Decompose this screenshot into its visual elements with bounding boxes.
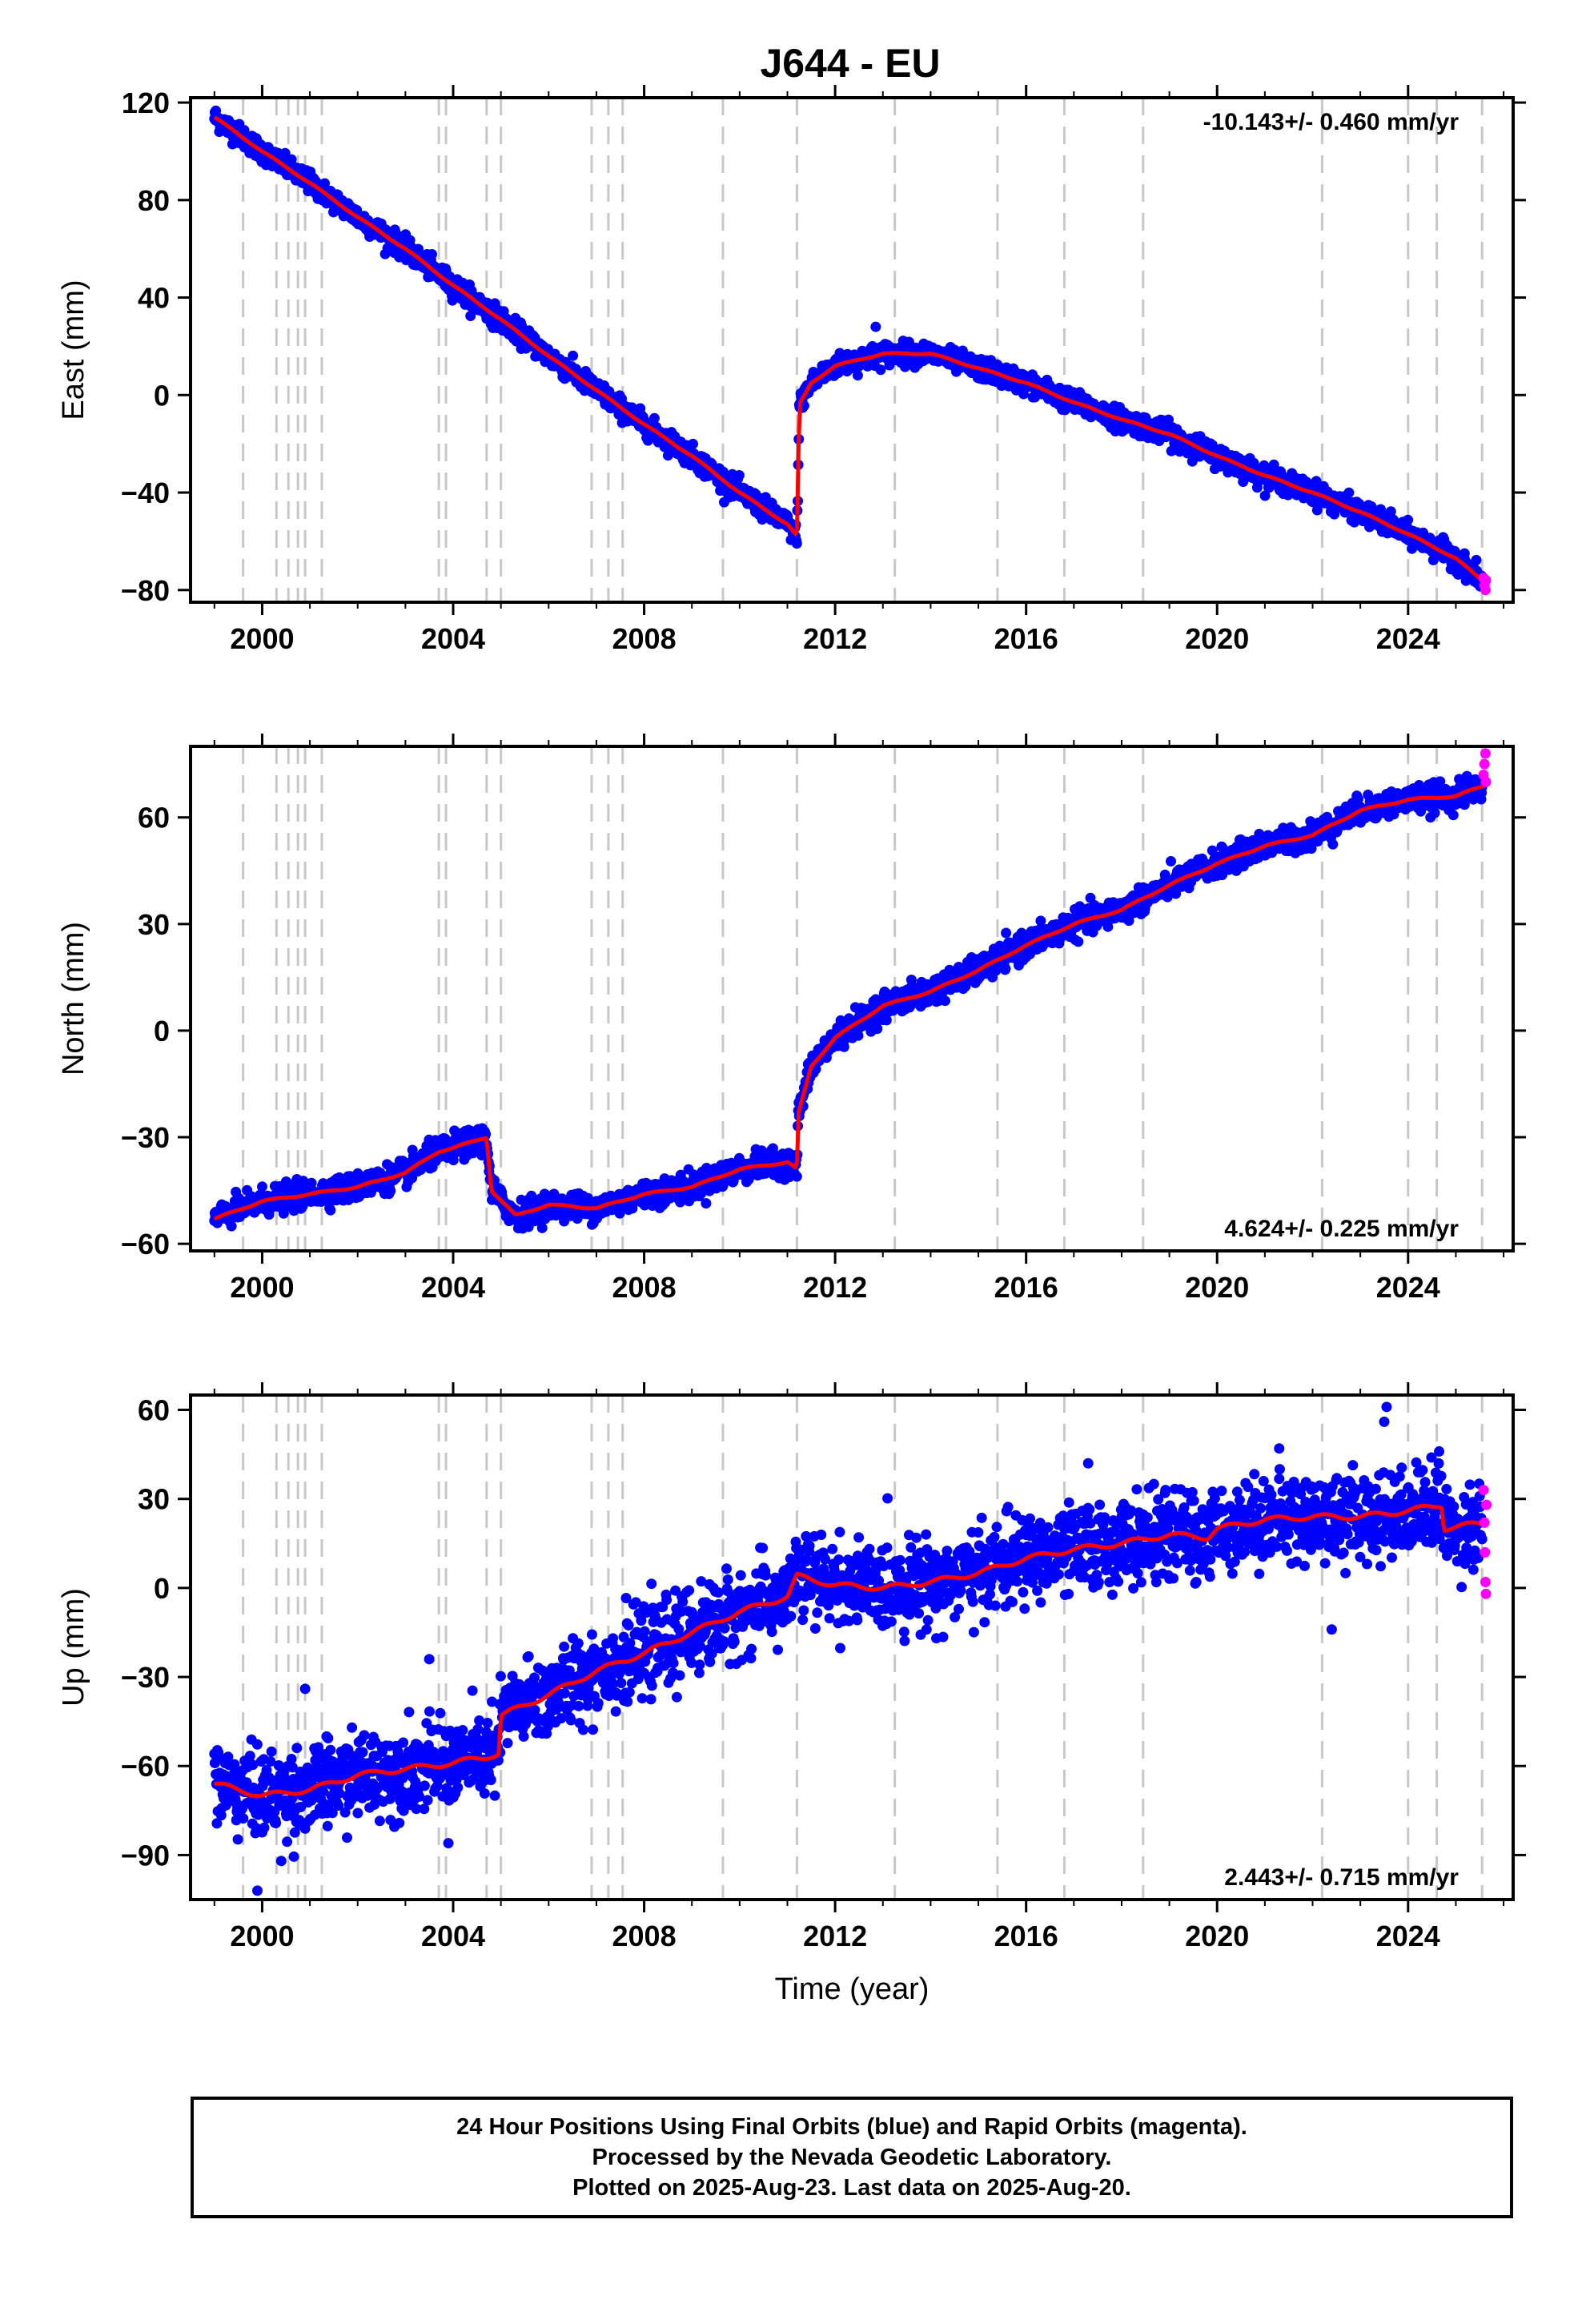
final-orbit-point: [688, 438, 698, 449]
y-tick-label: −40: [121, 476, 170, 509]
x-tick-label: 2020: [1185, 622, 1249, 655]
x-tick-label: 2016: [994, 622, 1058, 655]
final-orbit-point: [325, 1204, 336, 1216]
final-orbit-point: [648, 412, 660, 424]
x-tick-label: 2008: [612, 622, 677, 655]
final-orbit-point: [701, 1198, 712, 1209]
final-orbit-point: [940, 995, 950, 1007]
final-orbit-point: [1166, 445, 1177, 456]
final-orbit-point: [1385, 506, 1396, 517]
final-orbit-point: [1000, 963, 1011, 975]
data-layer: [209, 748, 1492, 1234]
rapid-orbit-point: [1480, 575, 1492, 586]
rapid-orbit-point: [1480, 585, 1491, 596]
y-tick-label: −80: [121, 574, 170, 607]
final-orbit-point: [286, 154, 297, 165]
final-orbit-point: [838, 1041, 849, 1052]
final-orbit-point: [1001, 927, 1012, 939]
final-orbit-point: [791, 1171, 802, 1182]
final-orbit-point: [852, 370, 863, 381]
y-axis-label: East (mm): [57, 279, 90, 420]
final-orbit-point: [791, 538, 802, 549]
x-tick-label: 2004: [421, 622, 485, 655]
y-tick-label: 0: [154, 379, 170, 412]
final-orbit-point: [279, 147, 291, 159]
east-panel: 2000 2004 2008 2012 2016 2020 2024 −80 −40 0 40 80 1…: [57, 85, 1526, 655]
data-layer: [209, 105, 1492, 596]
final-orbit-points: [209, 105, 1488, 592]
final-orbit-point: [1471, 554, 1482, 565]
final-orbit-point: [1018, 388, 1029, 400]
final-orbit-point: [1343, 487, 1355, 498]
final-orbit-point: [568, 350, 579, 361]
final-orbit-point: [875, 364, 886, 376]
final-orbit-point: [319, 178, 330, 189]
y-tick-label: 120: [122, 86, 170, 119]
final-orbit-point: [1403, 514, 1414, 525]
final-orbit-point: [226, 1220, 237, 1232]
final-orbit-point: [427, 249, 437, 259]
final-orbit-point: [733, 470, 745, 480]
final-orbit-point: [465, 311, 476, 321]
x-tick-label: 2024: [1376, 622, 1440, 655]
final-orbit-point: [536, 1222, 548, 1233]
final-orbit-point: [870, 321, 881, 332]
final-orbit-point: [385, 1185, 396, 1196]
north-panel: 2000 2004 2008 2012 2016 2020 2024−60−3003060N…: [57, 734, 1526, 1304]
figure-title: J644 - EU: [760, 41, 940, 86]
final-orbit-point: [1073, 936, 1084, 947]
final-orbit-point: [881, 1015, 892, 1026]
plot-frame: [189, 96, 1515, 604]
y-tick-label: 80: [138, 184, 170, 217]
final-orbit-point: [1166, 856, 1176, 866]
final-orbit-point: [1035, 915, 1046, 927]
final-orbit-point: [1311, 505, 1323, 516]
velocity-rate-label: -10.143+/- 0.460 mm/yr: [1203, 109, 1460, 135]
x-tick-label: 2000: [230, 622, 294, 655]
final-orbit-point: [257, 1181, 267, 1192]
final-orbit-point: [1259, 490, 1271, 501]
model-fit-line: [213, 115, 1486, 585]
x-tick-label: 2012: [803, 622, 867, 655]
y-tick-label: 40: [138, 282, 170, 315]
final-orbit-point: [872, 1023, 883, 1035]
final-orbit-point: [1311, 476, 1322, 487]
